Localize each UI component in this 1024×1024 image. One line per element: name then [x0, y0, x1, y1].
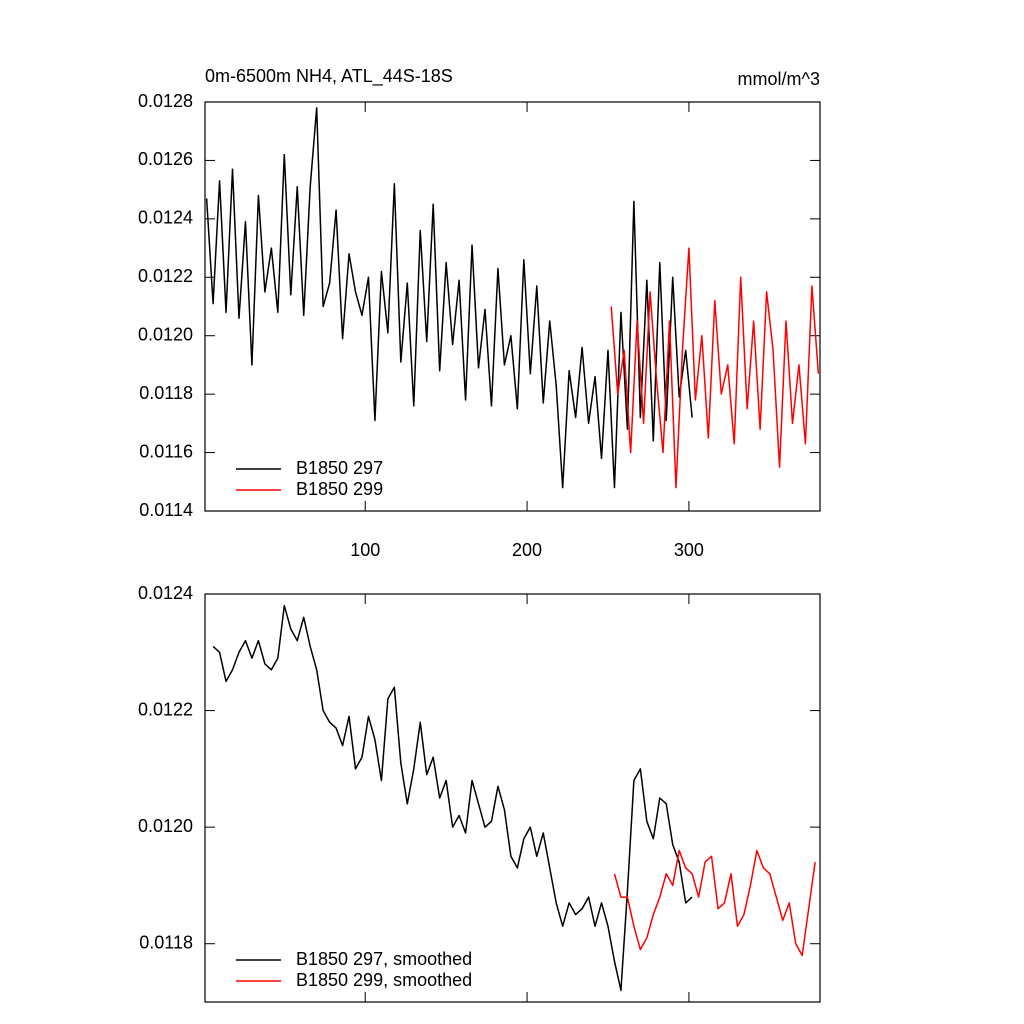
data-line [205, 107, 693, 489]
y-tick-label: 0.0122 [138, 699, 193, 719]
y-tick-label: 0.0122 [138, 266, 193, 286]
plot-frame [204, 593, 821, 1003]
x-tick-label: 300 [674, 540, 704, 560]
chart-title: 0m-6500m NH4, ATL_44S-18S [205, 66, 453, 87]
x-tick-label: 200 [512, 540, 542, 560]
y-tick-label: 0.0116 [139, 441, 193, 461]
data-line [610, 247, 820, 489]
data-line [212, 604, 693, 992]
y-tick-label: 0.0126 [138, 149, 193, 169]
y-tick-label: 0.0124 [138, 583, 193, 603]
legend-label: B1850 299, smoothed [296, 970, 472, 990]
y-tick-label: 0.0124 [138, 208, 193, 228]
data-line [613, 849, 816, 957]
y-tick-label: 0.0120 [138, 324, 193, 344]
y-tick-label: 0.0114 [139, 500, 193, 520]
y-tick-label: 0.0118 [139, 383, 193, 403]
x-tick-label: 100 [350, 540, 380, 560]
legend-label: B1850 297 [296, 458, 383, 478]
legend-label: B1850 299 [296, 479, 383, 499]
y-tick-label: 0.0120 [138, 816, 193, 836]
y-tick-label: 0.0118 [139, 932, 193, 952]
legend-label: B1850 297, smoothed [296, 949, 472, 969]
plot-frame [204, 101, 821, 512]
units-label: mmol/m^3 [738, 69, 820, 89]
y-tick-label: 0.0128 [138, 91, 193, 111]
